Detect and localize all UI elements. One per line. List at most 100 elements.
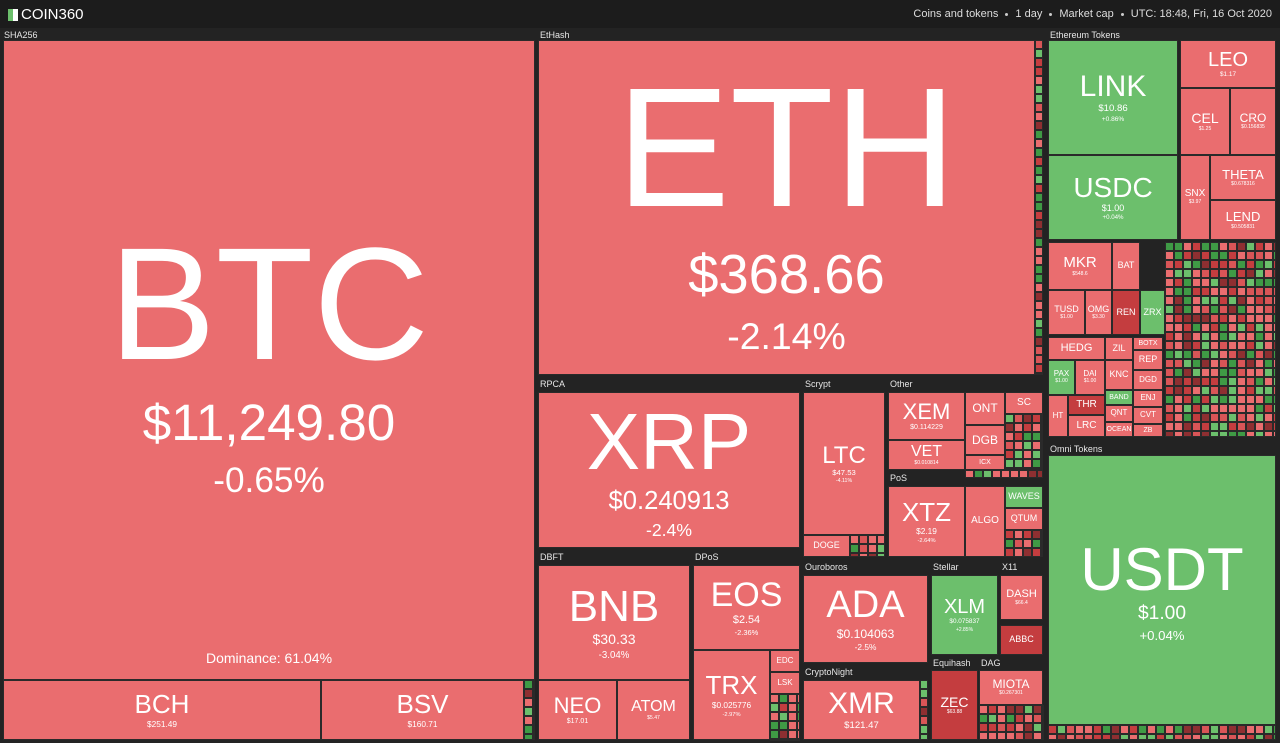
coin-tile[interactable]: ALGO <box>965 486 1005 557</box>
coin-tile[interactable]: USDT $1.00 +0.04% <box>1048 455 1276 725</box>
coin-tile[interactable]: ATOM $5.47 <box>617 680 690 740</box>
coin-tile[interactable]: BAND <box>1105 390 1133 405</box>
coin-tile[interactable]: BTC $11,249.80 -0.65% <box>3 40 535 680</box>
coin-tile[interactable]: WAVES <box>1005 486 1043 508</box>
menu-item[interactable]: Market cap <box>1059 8 1114 20</box>
minor-tile <box>1032 548 1041 557</box>
menu-item[interactable]: 1 day <box>1015 8 1043 20</box>
coin-tile[interactable]: ZIL <box>1105 337 1133 360</box>
coin-tile[interactable]: LRC <box>1068 415 1105 437</box>
coin-tile[interactable]: ICX <box>965 455 1005 470</box>
minor-tile <box>533 689 535 698</box>
coin-tile[interactable]: XEM $0.114229 <box>888 392 965 440</box>
coin-tile[interactable]: DOGE <box>803 535 850 557</box>
coin-tile[interactable]: SNX $3.97 <box>1180 155 1210 240</box>
coin-tile[interactable]: REP <box>1133 350 1163 370</box>
coin-symbol: REN <box>1116 306 1136 317</box>
coin-tile[interactable]: ABBC <box>1000 625 1043 655</box>
coin-tile[interactable]: TUSD $1.00 <box>1048 290 1085 335</box>
menu-item[interactable]: Coins and tokens <box>913 8 999 20</box>
coin-tile[interactable]: XTZ $2.19 -2.64% <box>888 486 965 557</box>
minor-tile <box>1246 350 1255 359</box>
coin-tile[interactable]: XRP $0.240913 -2.4% <box>538 392 800 548</box>
minor-tile <box>1219 725 1228 734</box>
coin-tile[interactable]: BCH $251.49 <box>3 680 321 740</box>
minor-tile <box>1264 734 1273 740</box>
coin-price: $0.025776 <box>711 699 752 710</box>
coin-tile[interactable]: MKR $548.6 <box>1048 242 1112 290</box>
coin-tile[interactable]: TRX $0.025776 -2.97% <box>693 650 770 740</box>
minor-tile <box>1246 395 1255 404</box>
coin-tile[interactable]: LEO $1.17 <box>1180 40 1276 88</box>
minor-tile <box>1005 423 1014 432</box>
coin-tile[interactable]: VET $0.010814 <box>888 440 965 470</box>
coin-tile[interactable]: DASH $66.4 <box>1000 575 1043 620</box>
coin-tile[interactable]: THR <box>1068 395 1105 415</box>
coin-tile[interactable]: REN <box>1112 290 1140 335</box>
minor-tile <box>1033 732 1042 740</box>
coin-tile[interactable]: OMG $3.30 <box>1085 290 1112 335</box>
minor-tile <box>1228 296 1237 305</box>
minor-tile <box>1165 422 1174 431</box>
coin-tile[interactable]: EOS $2.54 -2.36% <box>693 565 800 650</box>
coin-symbol: ABBC <box>1009 634 1034 645</box>
minor-tile <box>1035 274 1043 283</box>
coin-tile[interactable]: HT <box>1048 395 1068 437</box>
coin-tile[interactable]: LEND $0.505831 <box>1210 200 1276 240</box>
coin-tile[interactable]: EDC <box>770 650 800 672</box>
minor-tile <box>1264 323 1273 332</box>
coin-tile[interactable]: ENJ <box>1133 390 1163 407</box>
coin-tile[interactable]: LTC $47.53 -4.11% <box>803 392 885 535</box>
coin-tile[interactable]: LINK $10.86 +0.86% <box>1048 40 1178 155</box>
coin-tile[interactable]: OCEAN <box>1105 422 1133 437</box>
coin-tile[interactable]: DGB <box>965 425 1005 455</box>
coin-tile[interactable]: DAI $1.00 <box>1075 360 1105 395</box>
coin-tile[interactable]: ETH $368.66 -2.14% <box>538 40 1035 375</box>
coin-tile[interactable]: BAT <box>1112 242 1140 290</box>
coin-tile[interactable]: ZEC $63.88 <box>931 670 978 740</box>
coin-price: $1.00 <box>1101 202 1125 213</box>
minor-tile <box>1192 350 1201 359</box>
minor-tile <box>1219 386 1228 395</box>
coin-tile[interactable]: ZB <box>1133 424 1163 437</box>
minor-tile <box>1255 359 1264 368</box>
coin-tile[interactable]: HEDG <box>1048 337 1105 360</box>
minor-tile <box>1237 734 1246 740</box>
coin-tile[interactable]: CVT <box>1133 407 1163 424</box>
coin-tile[interactable]: USDC $1.00 +0.04% <box>1048 155 1178 240</box>
coin-tile[interactable]: ADA $0.104063 -2.5% <box>803 575 928 663</box>
coin-tile[interactable]: SC <box>1005 392 1043 414</box>
coin-tile[interactable]: CEL $1.25 <box>1180 88 1230 155</box>
minor-tile <box>1264 305 1273 314</box>
minor-tile <box>1210 278 1219 287</box>
minor-tile <box>1183 251 1192 260</box>
coin-tile[interactable]: THETA $0.678316 <box>1210 155 1276 200</box>
coin-tile[interactable]: KNC <box>1105 360 1133 390</box>
minor-tile <box>1183 323 1192 332</box>
minor-tile <box>770 694 779 703</box>
minor-tile <box>1228 404 1237 413</box>
minor-tile <box>779 694 788 703</box>
coin-tile[interactable]: XLM $0.075837 +2.85% <box>931 575 998 655</box>
minor-tile <box>1246 386 1255 395</box>
coin-tile[interactable]: BNB $30.33 -3.04% <box>538 565 690 680</box>
coin-tile[interactable]: DGD <box>1133 370 1163 390</box>
coin-tile[interactable]: BOTX <box>1133 337 1163 350</box>
coin-tile[interactable]: ONT <box>965 392 1005 425</box>
minor-tile <box>1015 723 1024 732</box>
coin-price: $0.114229 <box>910 424 943 432</box>
coin-tile[interactable]: CRO $0.156835 <box>1230 88 1276 155</box>
coin-tile[interactable]: PAX $1.00 <box>1048 360 1075 395</box>
minor-tile <box>1165 413 1174 422</box>
coin-tile[interactable]: XMR $121.47 <box>803 680 920 740</box>
minor-tile <box>1174 404 1183 413</box>
coin-tile[interactable]: LSK <box>770 672 800 694</box>
coin-tile[interactable]: QNT <box>1105 405 1133 422</box>
coin-tile[interactable]: NEO $17.01 <box>538 680 617 740</box>
logo[interactable]: COIN360 <box>8 6 84 23</box>
coin-tile[interactable]: BSV $160.71 <box>321 680 524 740</box>
minor-tile <box>1219 350 1228 359</box>
coin-tile[interactable]: ZRX <box>1140 290 1165 335</box>
coin-tile[interactable]: QTUM <box>1005 508 1043 530</box>
coin-tile[interactable]: MIOTA $0.267301 <box>979 670 1043 705</box>
